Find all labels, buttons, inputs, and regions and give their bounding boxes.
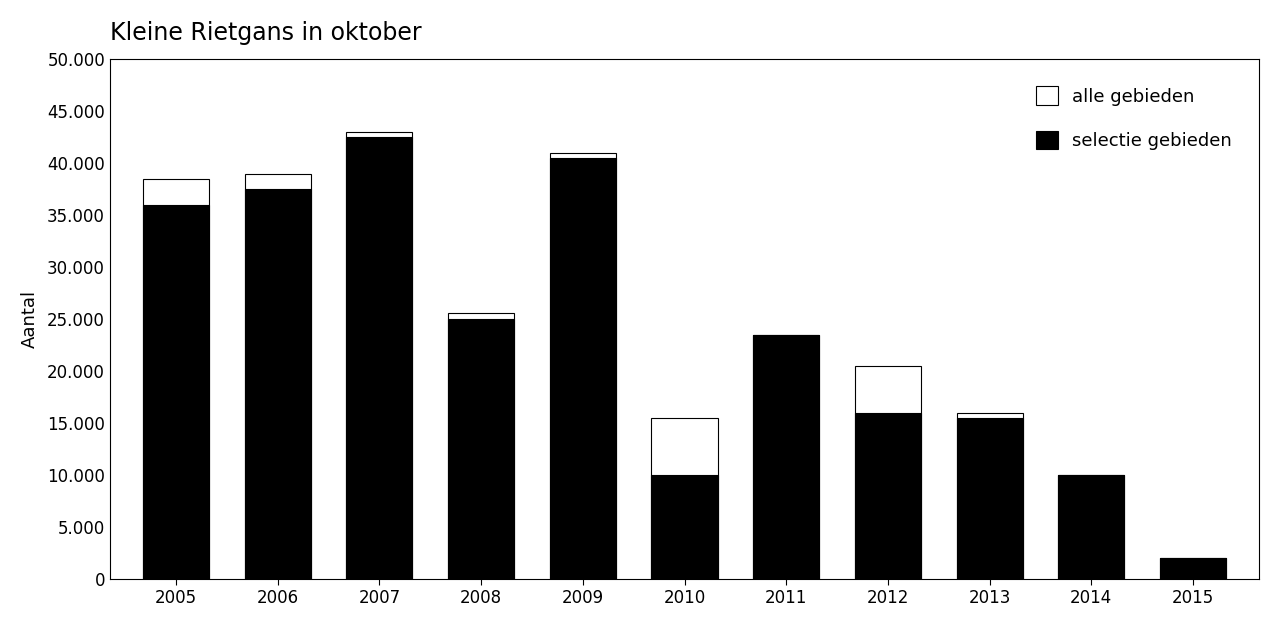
- Bar: [753, 335, 819, 579]
- Bar: [1160, 558, 1226, 579]
- Bar: [1059, 475, 1124, 579]
- Bar: [244, 173, 311, 579]
- Bar: [956, 413, 1023, 579]
- Bar: [448, 319, 515, 579]
- Bar: [855, 413, 922, 579]
- Bar: [1059, 475, 1124, 579]
- Bar: [347, 137, 412, 579]
- Bar: [244, 189, 311, 579]
- Bar: [652, 418, 718, 579]
- Bar: [347, 132, 412, 579]
- Text: Kleine Rietgans in oktober: Kleine Rietgans in oktober: [110, 21, 421, 45]
- Bar: [550, 158, 616, 579]
- Bar: [855, 365, 922, 579]
- Bar: [143, 205, 209, 579]
- Bar: [753, 335, 819, 579]
- Bar: [1160, 558, 1226, 579]
- Legend: alle gebieden, selectie gebieden: alle gebieden, selectie gebieden: [1018, 68, 1251, 168]
- Bar: [956, 418, 1023, 579]
- Bar: [652, 475, 718, 579]
- Bar: [550, 153, 616, 579]
- Bar: [143, 179, 209, 579]
- Y-axis label: Aantal: Aantal: [20, 290, 38, 348]
- Bar: [448, 313, 515, 579]
